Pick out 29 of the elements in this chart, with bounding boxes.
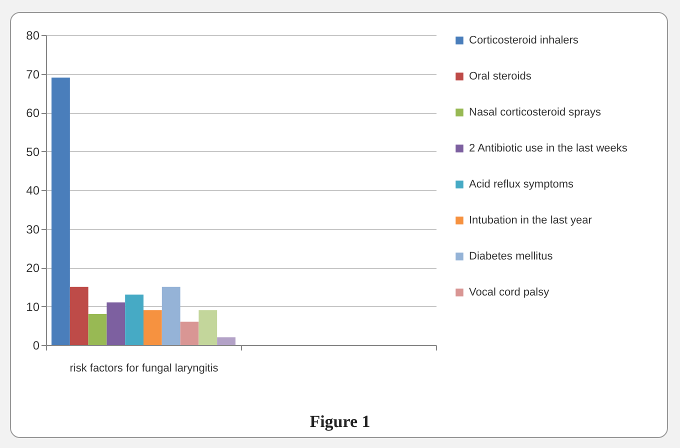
bar — [70, 286, 88, 345]
legend-label: Nasal corticosteroid sprays — [469, 106, 602, 118]
bar — [52, 78, 70, 345]
bar — [125, 294, 144, 345]
bar — [162, 286, 180, 345]
x-tick-label: risk factors for fungal laryngitis — [70, 362, 219, 374]
y-tick-label: 0 — [32, 338, 40, 352]
y-tick-label: 20 — [26, 261, 40, 275]
y-tick-label: 70 — [26, 67, 40, 82]
y-tick-label: 60 — [26, 106, 40, 120]
y-tick-label: 50 — [26, 144, 40, 159]
legend-label: 2 Antibiotic use in the last weeks — [469, 142, 628, 154]
bar — [106, 302, 126, 345]
y-tick-label: 80 — [26, 28, 40, 42]
legend-label: Acid reflux symptoms — [469, 178, 574, 190]
bar — [198, 310, 218, 345]
bar — [88, 314, 107, 345]
bar — [144, 310, 162, 345]
bar — [217, 337, 236, 345]
y-tick-label: 10 — [26, 300, 40, 314]
legend-label: Intubation in the last year — [469, 214, 592, 226]
y-tick-label: 30 — [26, 222, 40, 236]
y-tick-label: 40 — [26, 184, 40, 198]
bar — [180, 322, 199, 345]
legend-label: Diabetes mellitus — [469, 250, 554, 262]
legend-label: Corticosteroid inhalers — [469, 34, 579, 46]
caption: Figure 1 — [308, 412, 372, 432]
legend-label: Vocal cord palsy — [469, 286, 550, 298]
legend-label: Oral steroids — [469, 70, 532, 82]
